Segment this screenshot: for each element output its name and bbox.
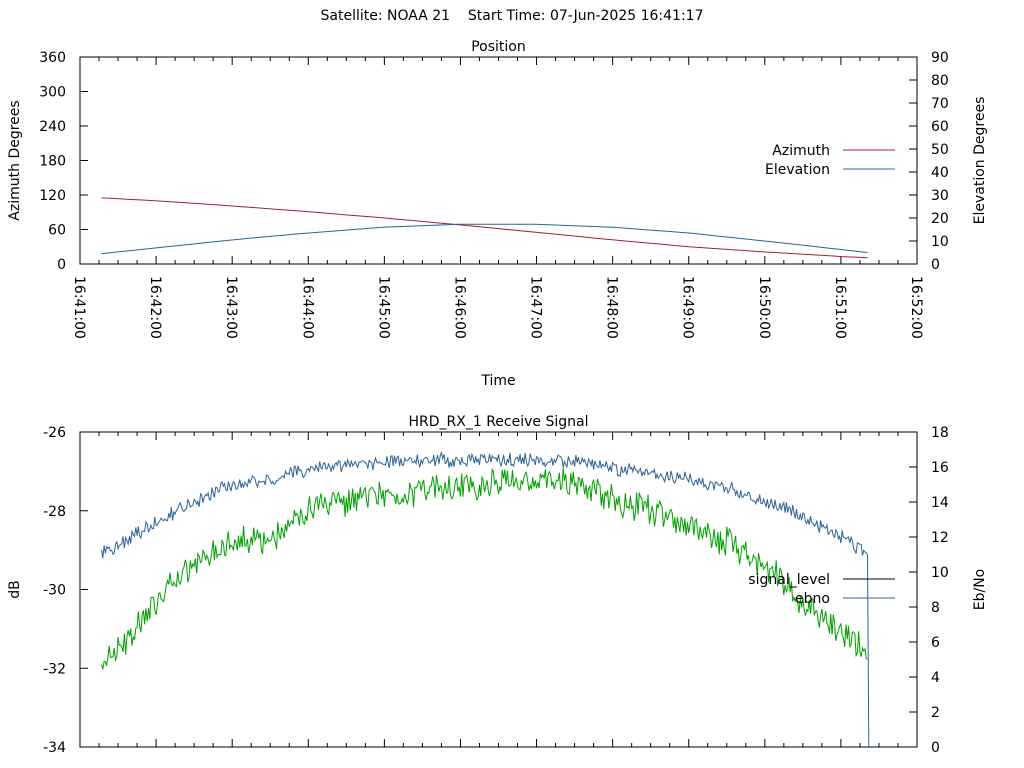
y2-tick-label: 10 xyxy=(931,234,949,250)
y2-tick-label: 50 xyxy=(931,142,949,158)
x-tick-label: 16:51:00 xyxy=(832,276,848,339)
y2-tick-label: 60 xyxy=(931,119,949,135)
x-tick-label: 16:43:00 xyxy=(223,276,239,339)
x-tick-label: 16:41:00 xyxy=(71,276,87,339)
plot-frame-1 xyxy=(79,56,918,265)
satellite-label: Satellite: NOAA 21 xyxy=(320,8,451,24)
y2-tick-label: 8 xyxy=(931,600,940,616)
y2-tick-label: 40 xyxy=(931,165,949,181)
y2-tick-label: 12 xyxy=(931,530,949,546)
x-tick-label: 16:46:00 xyxy=(451,276,467,339)
y-tick-label: -30 xyxy=(43,583,66,599)
y-tick-label: 180 xyxy=(39,154,66,170)
y2-tick-label: 16 xyxy=(931,460,949,476)
y2-axis-label: Elevation Degrees xyxy=(972,97,988,225)
y2-tick-label: 30 xyxy=(931,188,949,204)
x-tick-label: 16:47:00 xyxy=(528,276,544,339)
legend-label: ebno xyxy=(795,591,830,607)
chart-title-2: HRD_RX_1 Receive Signal xyxy=(409,414,589,430)
y2-tick-label: 2 xyxy=(931,705,940,721)
y2-tick-label: 18 xyxy=(931,425,949,441)
legend-label: signal_level xyxy=(748,572,830,588)
y-tick-label: -32 xyxy=(43,661,66,677)
y2-tick-label: 0 xyxy=(931,740,940,756)
chart-header: Satellite: NOAA 21 Start Time: 07-Jun-20… xyxy=(0,8,1024,24)
x-tick-label: 16:48:00 xyxy=(604,276,620,339)
y2-tick-label: 6 xyxy=(931,635,940,651)
y-tick-label: -26 xyxy=(43,425,66,441)
y-tick-label: 120 xyxy=(39,188,66,204)
y-tick-label: -28 xyxy=(43,504,66,520)
y-tick-label: 360 xyxy=(39,50,66,66)
y-tick-label: 300 xyxy=(39,85,66,101)
start-time-label: Start Time: 07-Jun-2025 16:41:17 xyxy=(467,8,704,24)
y-tick-label: 0 xyxy=(57,257,66,273)
y2-axis-label: Eb/No xyxy=(972,569,988,611)
x-tick-label: 16:42:00 xyxy=(147,276,163,339)
y2-tick-label: 80 xyxy=(931,73,949,89)
x-tick-label: 16:44:00 xyxy=(299,276,315,339)
x-tick-label: 16:50:00 xyxy=(756,276,772,339)
series-line-azimuth xyxy=(101,197,868,259)
legend-label: Elevation xyxy=(765,162,830,178)
y2-tick-label: 70 xyxy=(931,96,949,112)
series-line-elevation xyxy=(101,223,868,255)
y2-tick-label: 10 xyxy=(931,565,949,581)
x-axis-label: Time xyxy=(480,373,515,389)
x-tick-label: 16:49:00 xyxy=(680,276,696,339)
y2-tick-label: 90 xyxy=(931,50,949,66)
legend-label: Azimuth xyxy=(772,143,830,159)
chart-title-1: Position xyxy=(471,39,526,55)
y-axis-label: Azimuth Degrees xyxy=(7,100,23,220)
x-tick-label: 16:52:00 xyxy=(908,276,924,339)
y-tick-label: 60 xyxy=(48,223,66,239)
y-tick-label: 240 xyxy=(39,119,66,135)
x-tick-label: 16:45:00 xyxy=(375,276,391,339)
series-line-signal-level xyxy=(101,467,868,670)
y2-tick-label: 14 xyxy=(931,495,949,511)
y-tick-label: -34 xyxy=(43,740,66,756)
series-line-ebno xyxy=(101,450,870,748)
y2-tick-label: 20 xyxy=(931,211,949,227)
y-axis-label: dB xyxy=(7,580,23,599)
y2-tick-label: 0 xyxy=(931,257,940,273)
y2-tick-label: 4 xyxy=(931,670,940,686)
